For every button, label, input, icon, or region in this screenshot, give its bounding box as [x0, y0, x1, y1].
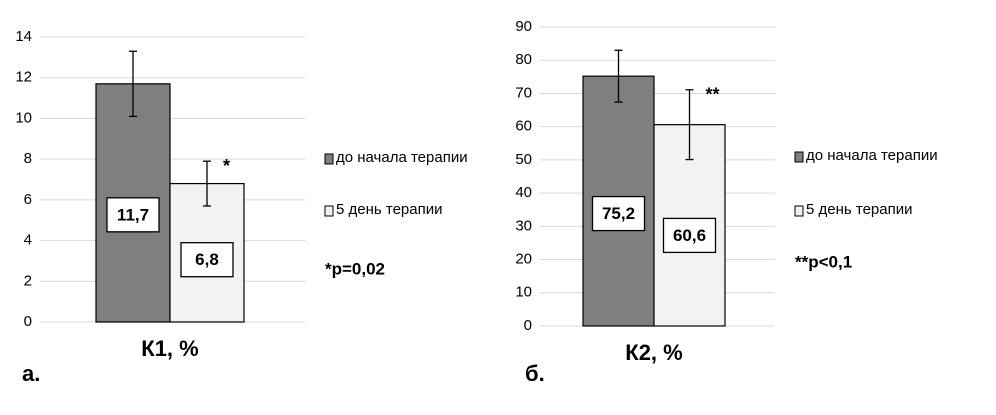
legend-label: до начала терапии [806, 147, 938, 164]
x-tick-label: К1, % [141, 336, 198, 361]
panel-label: а. [22, 361, 40, 386]
value-label-box [662, 217, 717, 254]
y-tick-label: 8 [24, 150, 32, 167]
value-label-box [106, 197, 160, 233]
y-tick-label: 0 [524, 317, 532, 334]
x-tick-label: К2, % [625, 340, 682, 365]
significance-marker: * [223, 156, 230, 176]
value-label-box [180, 242, 234, 278]
y-tick-label: 4 [24, 232, 32, 249]
panel-label: б. [525, 361, 545, 386]
legend-swatch [324, 205, 334, 217]
y-tick-label: 14 [15, 28, 32, 45]
legend-swatch [794, 205, 804, 217]
value-label: 11,7 [117, 205, 149, 224]
significance-marker: ** [706, 85, 720, 105]
y-tick-label: 50 [515, 151, 532, 168]
y-tick-label: 80 [515, 51, 532, 68]
legend-swatch [794, 151, 804, 163]
value-label: 6,8 [195, 250, 219, 269]
value-label: 75,2 [602, 204, 635, 223]
y-tick-label: 10 [515, 284, 532, 301]
note: **p<0,1 [795, 252, 852, 271]
y-tick-label: 70 [515, 84, 532, 101]
y-tick-label: 2 [24, 272, 32, 289]
y-tick-label: 40 [515, 184, 532, 201]
y-tick-label: 60 [515, 118, 532, 135]
y-tick-label: 0 [24, 313, 32, 330]
y-tick-label: 10 [15, 109, 32, 126]
y-tick-label: 12 [15, 69, 32, 86]
y-tick-label: 30 [515, 217, 532, 234]
legend-label: 5 день терапии [806, 201, 912, 218]
note: *p=0,02 [325, 259, 385, 278]
y-tick-label: 90 [515, 18, 532, 35]
value-label: 60,6 [673, 226, 706, 245]
legend-label: 5 день терапии [336, 201, 442, 218]
value-label-box [591, 195, 646, 232]
y-tick-label: 6 [24, 191, 32, 208]
legend-swatch [324, 153, 334, 165]
legend-label: до начала терапии [336, 149, 468, 166]
y-tick-label: 20 [515, 251, 532, 268]
